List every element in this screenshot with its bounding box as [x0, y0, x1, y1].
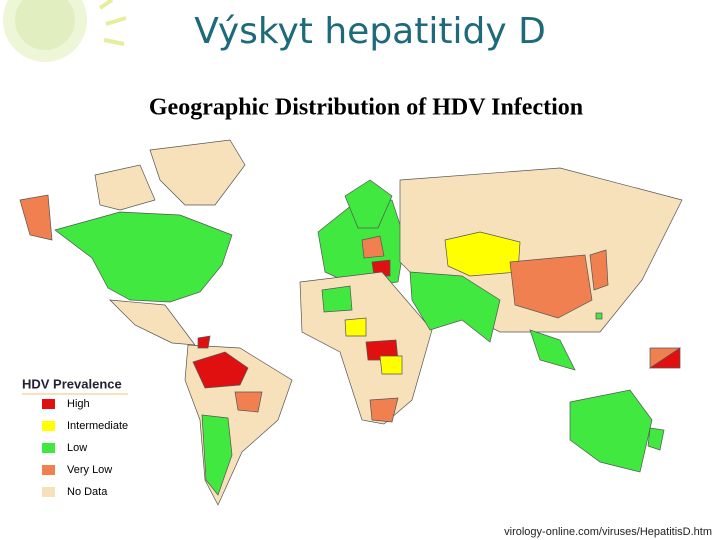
region	[361, 235, 385, 259]
region	[344, 179, 393, 229]
region	[94, 164, 156, 211]
region	[589, 249, 609, 291]
slide-title: Výskyt hepatitidy D	[194, 11, 546, 52]
legend-label: High	[67, 398, 90, 410]
region	[344, 317, 367, 337]
region	[529, 329, 576, 371]
logo	[3, 0, 127, 62]
region	[201, 414, 233, 496]
world-map	[19, 139, 683, 506]
region	[54, 211, 233, 303]
map-title: Geographic Distribution of HDV Infection	[149, 95, 583, 121]
legend-label: Low	[67, 442, 87, 454]
legend-swatch	[42, 487, 55, 497]
region	[369, 397, 399, 423]
legend-swatch	[42, 399, 55, 409]
legend-label: No Data	[67, 486, 108, 498]
region	[648, 347, 681, 369]
legend-title: HDV Prevalence	[22, 376, 122, 391]
region	[509, 254, 593, 319]
legend-label: Very Low	[67, 464, 112, 476]
source-link[interactable]: virology-online.com/viruses/HepatitisD.h…	[504, 526, 712, 538]
region	[321, 285, 353, 313]
region	[19, 194, 53, 241]
region	[379, 355, 403, 375]
region	[409, 271, 501, 343]
region	[234, 391, 263, 413]
legend-swatch	[42, 465, 55, 475]
legend-swatch	[42, 443, 55, 453]
region	[192, 351, 249, 389]
region	[569, 389, 653, 473]
region	[109, 299, 196, 346]
legend: HDV Prevalence High Intermediate Low Very L…	[22, 376, 128, 498]
legend-label: Intermediate	[67, 420, 128, 432]
region	[149, 139, 246, 206]
region	[595, 312, 603, 320]
legend-swatch	[42, 421, 55, 431]
region	[647, 427, 665, 451]
region	[371, 259, 391, 277]
region	[197, 335, 211, 349]
